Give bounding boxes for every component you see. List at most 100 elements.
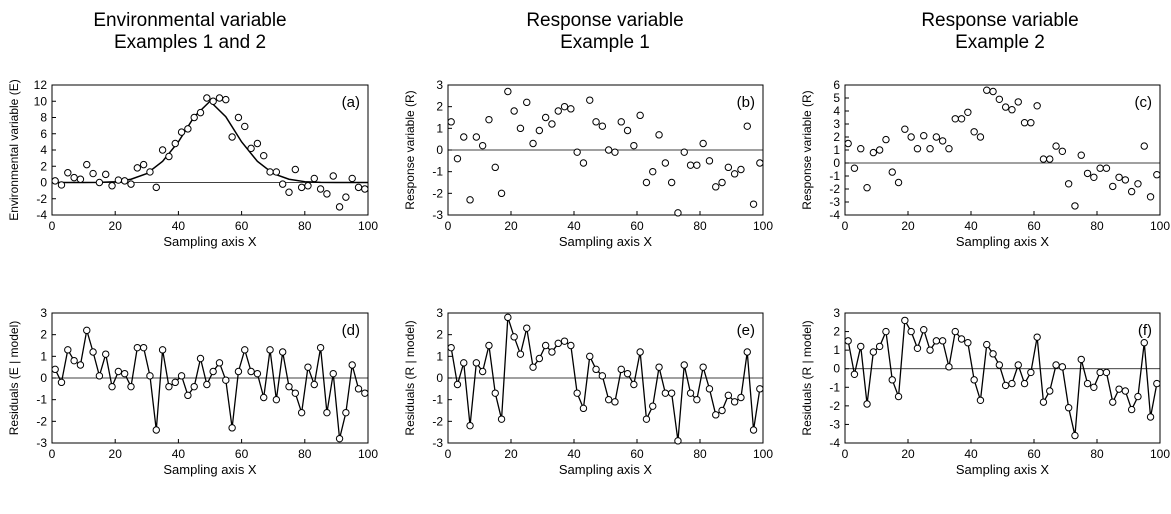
x-tick-label: 60 [1027,447,1041,461]
y-tick-label: 3 [436,78,443,92]
y-tick-label: 3 [40,306,47,320]
data-point [680,148,688,156]
data-point [592,365,600,374]
data-point [171,139,179,148]
data-point [957,335,966,343]
data-point [951,327,959,336]
data-point [291,389,300,397]
panel-f: 0 20 40 60 80 100 -4 -3 -2 -1 0 1 2 3 Sampling axis X R… [800,306,1170,477]
data-point [203,94,211,102]
data-point [1033,333,1041,341]
data-point [737,165,745,174]
data-point [64,346,72,354]
data-point [348,174,356,183]
data-point [447,343,455,352]
x-tick-label: 80 [298,447,312,461]
data-point [680,361,688,369]
data-point [139,343,148,352]
data-point [882,327,890,336]
data-point [342,408,350,417]
data-point [64,169,72,177]
data-point [108,382,116,391]
y-tick-label: -4 [829,208,840,222]
data-point [354,183,363,192]
data-point [89,348,97,356]
data-point [158,146,167,154]
data-point [234,113,243,122]
y-tick-label: 0 [40,176,47,190]
data-point [1121,176,1130,184]
data-point [730,398,739,406]
data-point [1115,173,1123,182]
data-point [316,185,325,193]
data-point [1153,379,1161,388]
x-axis-label: Sampling axis X [163,234,257,249]
data-point [636,348,644,356]
data-point [901,316,909,325]
x-tick-label: 0 [49,447,56,461]
x-axis-label: Sampling axis X [956,462,1050,477]
data-point [342,193,350,201]
data-point [667,389,676,397]
panel-label: (f) [1138,322,1152,339]
x-tick-label: 80 [693,447,707,461]
data-point [1014,361,1022,369]
data-point [938,337,947,345]
data-point [875,342,884,351]
x-tick-label: 80 [1090,219,1104,233]
data-point [114,367,123,376]
data-point [623,126,632,135]
data-point [630,380,638,389]
data-point [335,203,344,211]
data-point [970,376,978,384]
data-point [120,369,129,378]
x-tick-label: 100 [1150,219,1170,233]
data-point [1090,383,1098,391]
x-tick-label: 60 [630,447,644,461]
data-point [297,408,306,417]
y-tick-label: 3 [833,117,840,131]
x-axis-label: Sampling axis X [559,234,653,249]
data-point [272,168,281,176]
y-tick-label: 0 [833,156,840,170]
data-point [617,365,625,374]
data-point [579,404,588,413]
y-tick-label: 0 [436,371,443,385]
x-tick-label: 40 [172,447,186,461]
data-point [705,157,714,165]
x-tick-label: 20 [901,219,915,233]
data-point [76,361,85,369]
data-point [241,346,249,354]
data-point [554,107,562,115]
y-tick-label: -1 [36,393,47,407]
data-point [737,393,745,402]
data-point [888,376,896,384]
data-point [70,356,78,365]
data-point [460,359,468,367]
data-point [291,165,300,174]
data-point [642,178,651,187]
data-point [592,118,600,126]
data-point [453,380,462,389]
data-point [1058,363,1067,371]
y-tick-label: -1 [432,393,443,407]
data-point [749,426,758,434]
data-point [497,415,506,423]
data-point [228,133,236,141]
data-point [215,94,224,102]
data-point [1020,379,1029,388]
y-tick-label: 0 [40,371,47,385]
data-point [1153,171,1161,179]
data-point [560,102,569,111]
data-point [1064,180,1073,188]
fitted-curve [52,100,368,184]
data-point [260,393,268,402]
data-point [127,382,135,391]
data-point [1064,404,1073,412]
data-point [247,367,255,376]
data-point [196,108,205,117]
data-point [348,361,356,369]
data-point [604,395,613,404]
data-point [913,145,922,153]
data-point [1083,169,1092,178]
